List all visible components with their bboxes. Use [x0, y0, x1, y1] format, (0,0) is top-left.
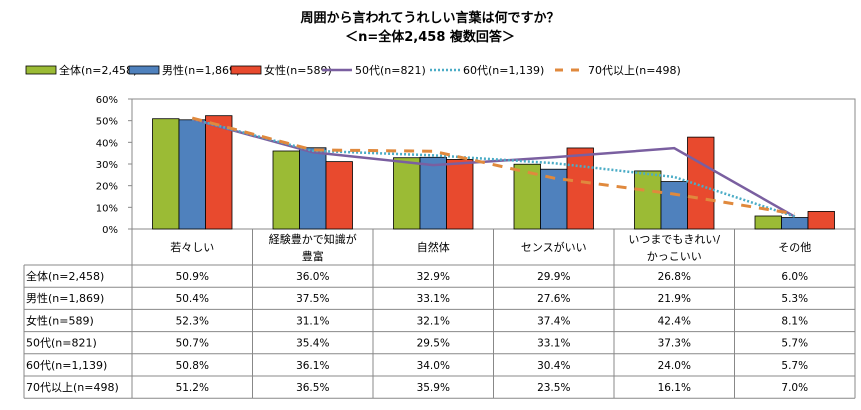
bar-1-5 [781, 217, 809, 230]
chart-subtitle: ＜n=全体2,458 複数回答＞ [345, 29, 515, 45]
table-cell: 26.8% [658, 271, 691, 283]
row-header: 60代(n=1,139) [26, 359, 107, 372]
table-cell: 29.9% [537, 271, 570, 283]
table-cell: 50.9% [176, 271, 209, 283]
bar-1-4 [660, 181, 688, 230]
table-cell: 37.3% [658, 338, 691, 350]
series-line-4 [191, 117, 796, 218]
bar-2-3 [566, 147, 594, 230]
bar-1-1 [299, 147, 327, 230]
table-cell: 6.0% [781, 271, 808, 283]
table-cell: 36.1% [296, 360, 329, 372]
category-label: 自然体 [417, 240, 450, 254]
legend-swatch-1 [128, 65, 160, 75]
table-cell: 21.9% [658, 293, 691, 305]
table-cell: 33.1% [417, 293, 450, 305]
table-cell: 5.7% [781, 338, 808, 350]
chart-title: 周囲から言われてうれしい言葉は何ですか？ [301, 10, 560, 26]
table-cell: 36.0% [296, 271, 329, 283]
category-label: いつまでもきれい/ [628, 233, 720, 246]
bar-1-2 [419, 156, 447, 230]
table-cell: 16.1% [658, 382, 691, 394]
series-line-5 [191, 116, 795, 216]
table-cell: 34.0% [417, 360, 450, 372]
table-cell: 5.7% [781, 360, 808, 372]
row-header: 70代以上(n=498) [26, 381, 119, 394]
legend-swatch-0 [25, 65, 57, 75]
table-cell: 50.7% [176, 338, 209, 350]
category-label: 若々しい [170, 241, 214, 254]
legend-label-5: 70代以上(n=498) [588, 64, 681, 77]
row-header: 50代(n=821) [26, 337, 97, 350]
row-header: 男性(n=1,869) [26, 291, 104, 305]
legend: 全体(n=2,458) 男性(n=1,869) 女性(n=589) 50代(n=821… [25, 63, 681, 77]
legend-label-4: 60代(n=1,139) [463, 64, 544, 77]
table-cell: 52.3% [176, 315, 209, 327]
table-cell: 30.4% [537, 360, 570, 372]
table-cell: 29.5% [417, 338, 450, 350]
table-cell: 7.0% [781, 382, 808, 394]
y-tick-label: 60% [96, 95, 118, 106]
table-cell: 5.3% [781, 293, 808, 305]
table-cell: 27.6% [537, 293, 570, 305]
bar-1-0 [178, 119, 206, 230]
row-header: 女性(n=589) [26, 313, 94, 327]
y-tick-label: 40% [96, 138, 118, 149]
table-cell: 36.5% [296, 382, 329, 394]
legend-label-3: 50代(n=821) [355, 64, 426, 77]
bar-2-5 [807, 211, 835, 230]
bar-2-0 [205, 115, 233, 230]
table-cell: 8.1% [781, 315, 808, 327]
y-tick-label: 0% [102, 225, 118, 236]
bar-0-0 [152, 118, 180, 230]
table-cell: 35.9% [417, 382, 450, 394]
y-tick-label: 10% [96, 203, 118, 214]
bar-0-5 [754, 215, 782, 230]
bar-0-2 [393, 157, 421, 230]
table-cell: 50.8% [176, 360, 209, 372]
table-cell: 31.1% [296, 315, 329, 327]
legend-label-0: 全体(n=2,458) [59, 63, 137, 77]
table-cell: 37.5% [296, 293, 329, 305]
table-cell: 37.4% [537, 315, 570, 327]
y-tick-label: 50% [96, 117, 118, 128]
table-cell: 35.4% [296, 338, 329, 350]
series-line-3 [191, 117, 796, 218]
legend-swatch-2 [230, 65, 262, 75]
table-cell: 42.4% [658, 315, 691, 327]
y-tick-label: 30% [96, 160, 118, 171]
bar-2-2 [446, 159, 474, 230]
category-label: 豊富 [302, 249, 324, 263]
plot-area [131, 98, 856, 230]
bar-0-1 [272, 150, 300, 230]
bar-0-4 [634, 170, 662, 230]
bar-2-1 [325, 161, 353, 230]
row-header: 全体(n=2,458) [26, 269, 104, 283]
table-cell: 33.1% [537, 338, 570, 350]
table-cell: 23.5% [537, 382, 570, 394]
table-cell: 32.9% [417, 271, 450, 283]
category-label: その他 [778, 241, 811, 254]
table-cell: 50.4% [176, 293, 209, 305]
legend-label-1: 男性(n=1,869) [162, 63, 240, 77]
legend-label-2: 女性(n=589) [264, 63, 332, 77]
table-cell: 24.0% [658, 360, 691, 372]
category-label: かっこいい [647, 250, 702, 263]
y-axis: 0% 10% 20% 30% 40% 50% 60% [96, 95, 132, 236]
category-label: センスがいい [521, 240, 587, 254]
category-label: 経験豊かで知識が [269, 232, 357, 246]
table-cell: 51.2% [176, 382, 209, 394]
y-tick-label: 20% [96, 182, 118, 193]
table-cell: 32.1% [417, 315, 450, 327]
